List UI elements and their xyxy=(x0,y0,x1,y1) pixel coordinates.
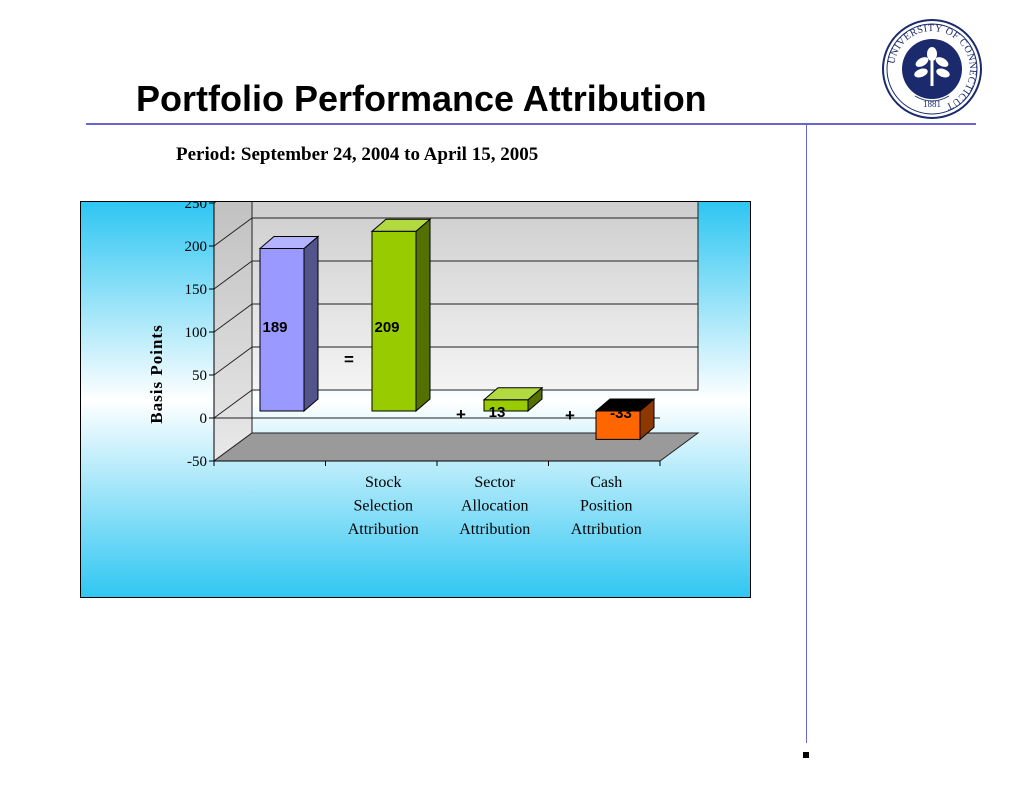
vertical-divider xyxy=(806,125,807,743)
gridline-side xyxy=(213,389,253,419)
bullet-marker xyxy=(803,752,809,758)
plot-area: -50 0 50 100 150 200 250 Stock Selection Attribut… xyxy=(185,202,700,538)
gridline-side xyxy=(213,303,253,333)
bar-side xyxy=(415,218,431,413)
y-tick-label: 50 xyxy=(192,368,207,384)
university-seal-logo: UNIVERSITY OF CONNECTICUT 1881 xyxy=(881,18,983,120)
y-tick-label: 200 xyxy=(185,239,208,255)
x-category-label: Attribution xyxy=(571,521,642,538)
operator-label: + xyxy=(565,406,575,425)
x-category-label: Position xyxy=(580,498,632,515)
y-tick-label: -50 xyxy=(187,454,207,470)
operator-label: = xyxy=(344,350,354,369)
bar-data-label: 209 xyxy=(374,319,399,336)
attribution-chart: -50 0 50 100 150 200 250 Stock Selection Attribut… xyxy=(80,201,751,598)
title-divider xyxy=(86,123,976,125)
x-category-label: Sector xyxy=(474,474,516,491)
x-category-label: Stock xyxy=(365,474,401,491)
bar-top xyxy=(482,387,544,401)
chart-back-wall xyxy=(251,202,699,391)
x-category-label: Attribution xyxy=(459,521,530,538)
x-category-label: Allocation xyxy=(461,498,529,515)
bar-top xyxy=(594,398,656,412)
period-subtitle: Period: September 24, 2004 to April 15, … xyxy=(176,144,539,165)
bar-top xyxy=(370,218,432,232)
x-category-label: Cash xyxy=(590,474,622,491)
bar-data-label: 13 xyxy=(489,404,506,421)
y-tick-label: 100 xyxy=(185,325,208,341)
y-tick-label: 150 xyxy=(185,282,208,298)
x-category-label: Selection xyxy=(353,498,413,515)
seal-year: 1881 xyxy=(923,99,941,109)
slide-title: Portfolio Performance Attribution xyxy=(136,78,707,119)
y-tick-label: 250 xyxy=(185,202,208,212)
x-category-label: Attribution xyxy=(348,521,419,538)
bar-data-label: -33 xyxy=(610,405,632,422)
bar-front xyxy=(259,247,305,412)
bar-data-label: 189 xyxy=(262,319,287,336)
chart-svg: -50 0 50 100 150 200 250 Stock Selection Attribut… xyxy=(81,202,750,597)
operator-label: + xyxy=(456,405,466,424)
y-axis-label: Basis Points xyxy=(147,324,166,423)
gridline-side xyxy=(213,217,253,247)
chart-side-wall xyxy=(213,202,253,462)
gridline-side xyxy=(213,260,253,290)
seal-graphic: UNIVERSITY OF CONNECTICUT 1881 xyxy=(882,19,982,119)
gridline-side xyxy=(213,346,253,376)
bar-top xyxy=(258,236,320,249)
y-tick-label: 0 xyxy=(200,411,208,427)
bar-side xyxy=(303,235,319,413)
